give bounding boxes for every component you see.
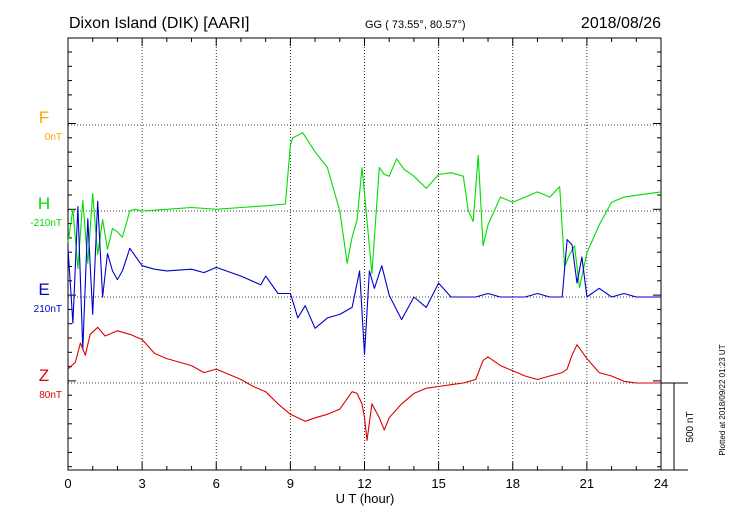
x-tick-label: 12 bbox=[357, 476, 371, 491]
series-z bbox=[67, 326, 661, 441]
x-tick-label: 15 bbox=[431, 476, 445, 491]
x-tick-label: 18 bbox=[506, 476, 520, 491]
series-line-h bbox=[67, 132, 662, 289]
series-layer bbox=[67, 132, 662, 441]
series-h bbox=[67, 132, 662, 289]
series-baseline-h: -210nT bbox=[30, 218, 62, 229]
series-name-h: H bbox=[38, 194, 50, 213]
x-axis-label: U T (hour) bbox=[336, 491, 395, 506]
plotted-timestamp: Plotted at 2018/09/22 01:23 UT bbox=[718, 344, 727, 455]
date-label: 2018/08/26 bbox=[581, 15, 661, 32]
station-title: Dixon Island (DIK) [AARI] bbox=[69, 15, 250, 32]
series-labels: F 0nT H -210nT E 210nT Z 80nT bbox=[30, 108, 62, 401]
series-line-z bbox=[67, 326, 661, 441]
x-tick-label: 6 bbox=[213, 476, 220, 491]
x-tick-label: 0 bbox=[64, 476, 71, 491]
series-e bbox=[67, 200, 661, 355]
series-name-z: Z bbox=[39, 366, 49, 385]
x-tick-label: 3 bbox=[139, 476, 146, 491]
scale-bar-label: 500 nT bbox=[685, 411, 696, 442]
coords-label: GG ( 73.55°, 80.57°) bbox=[365, 19, 466, 31]
x-tick-labels: 0 3 6 9 12 15 18 21 24 bbox=[64, 476, 668, 491]
x-tick-label: 24 bbox=[654, 476, 668, 491]
series-name-f: F bbox=[39, 108, 49, 127]
series-baseline-f: 0nT bbox=[45, 132, 62, 143]
x-tick-label: 21 bbox=[580, 476, 594, 491]
series-baseline-e: 210nT bbox=[34, 304, 62, 315]
series-name-e: E bbox=[38, 280, 49, 299]
grid-lines bbox=[68, 38, 661, 470]
series-baseline-z: 80nT bbox=[39, 390, 62, 401]
scale-bar bbox=[661, 382, 688, 471]
x-tick-label: 9 bbox=[287, 476, 294, 491]
series-line-e bbox=[67, 200, 661, 355]
